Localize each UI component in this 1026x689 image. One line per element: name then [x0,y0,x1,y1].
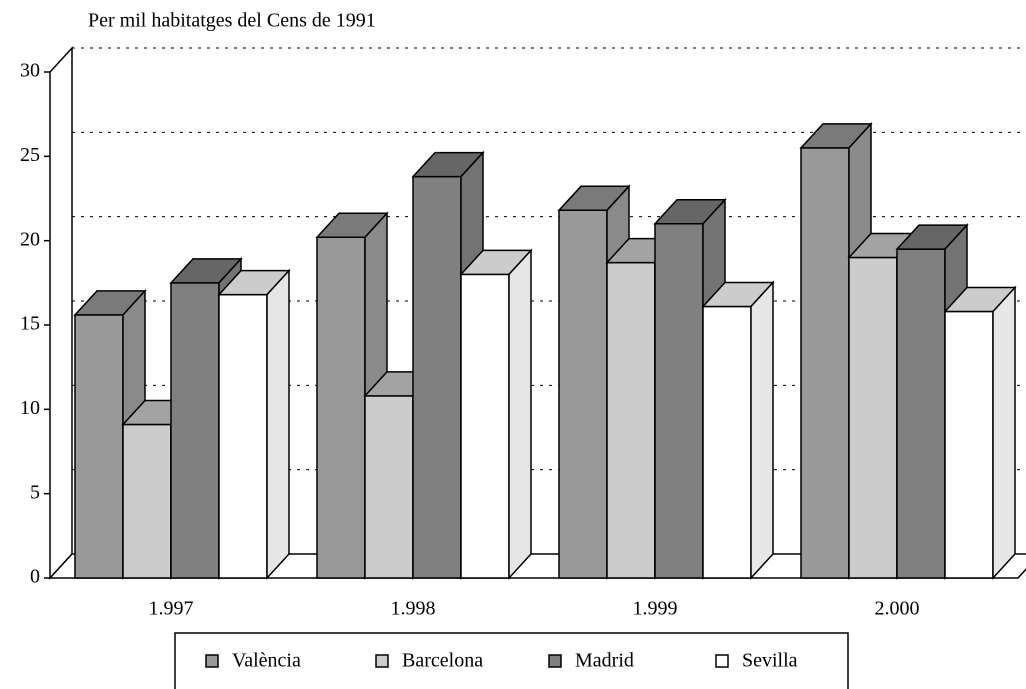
bar-front [218,293,268,579]
bar-side [266,268,290,580]
bar-front [944,310,994,579]
bar-front [848,256,898,579]
bar-front [412,175,462,579]
chart-title: Per mil habitatges del Cens de 1991 [88,10,376,32]
bar-front [74,314,124,579]
bar [217,268,291,580]
x-tick-label: 1.997 [149,598,194,620]
bar-side [508,248,532,580]
bar-front [558,209,608,579]
left-wall [49,46,73,580]
x-tick-label: 1.998 [391,598,436,620]
bar-front [170,282,220,579]
bar-front [800,147,850,579]
legend-label: Barcelona [402,650,483,672]
bar [701,280,775,580]
legend-marker [205,654,219,668]
bar [459,248,533,580]
bar-front [364,395,414,579]
y-tick-label: 20 [20,228,40,250]
bar-front [606,261,656,579]
bar-front [316,236,366,579]
legend-label: Madrid [575,650,634,672]
legend-marker [715,654,729,668]
bar-front [122,423,172,579]
y-tick-label: 25 [20,144,40,166]
bar-front [654,223,704,579]
legend-label: València [232,650,301,672]
bar-front [702,305,752,579]
y-tick-label: 5 [30,481,40,503]
bar-side [750,280,774,580]
y-tick-label: 10 [20,397,40,419]
x-tick-label: 2.000 [875,598,920,620]
bar-front [896,248,946,579]
y-tick-label: 30 [20,60,40,82]
legend-label: Sevilla [742,650,798,672]
legend-box [174,632,849,689]
legend-marker [548,654,562,668]
y-tick-label: 0 [30,566,40,588]
legend-marker [375,654,389,668]
bar-side [992,285,1016,580]
y-tick-label: 15 [20,313,40,335]
bar-front [460,273,510,579]
bar [943,285,1017,580]
x-tick-label: 1.999 [633,598,678,620]
bar [411,150,485,580]
